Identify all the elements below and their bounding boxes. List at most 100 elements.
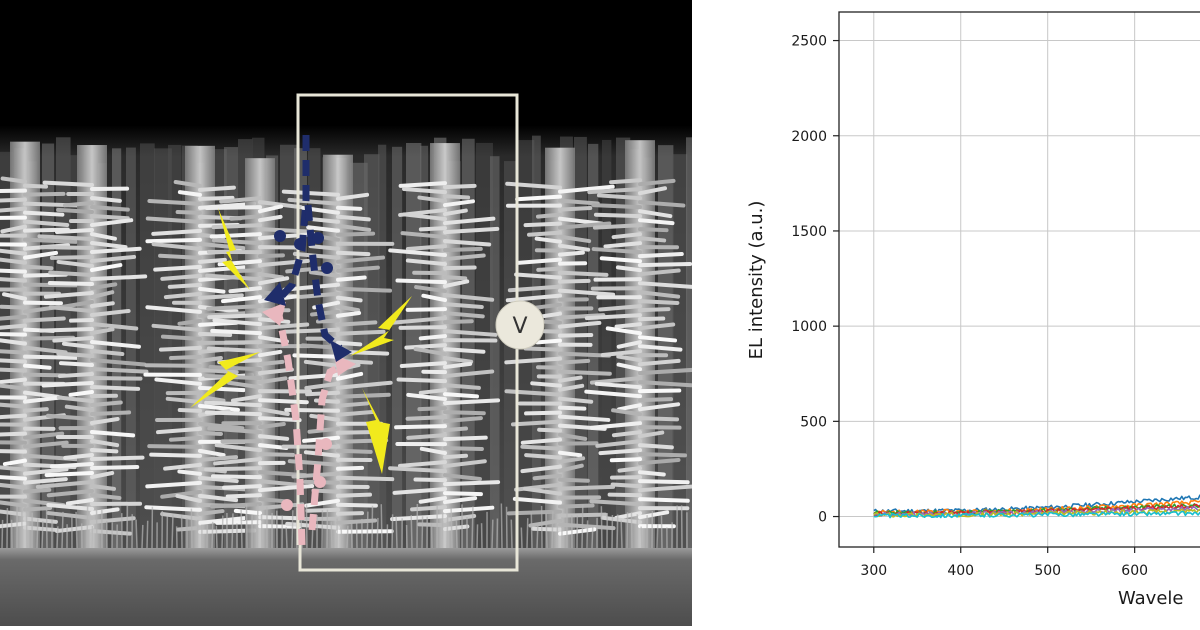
x-axis-title: Wavele [1118,588,1183,609]
nanowire-branch [443,514,477,523]
nanowire-branch [336,448,373,454]
substrate-nanowire [340,527,343,549]
background-pillar [490,156,500,548]
nanowire-branch [90,484,117,491]
nanowire-branch [558,463,584,473]
electron-dot [312,232,324,244]
nanowire-branch [281,189,340,197]
nanowire-branch [68,390,94,397]
nanowire-branch [638,227,669,233]
background-pillar [392,146,403,549]
nanowire-branch [90,367,149,374]
nanowire-branch [558,320,602,329]
nanowire-branch [221,295,262,304]
nanowire-branch [177,318,202,326]
nanowire-branch [638,344,683,352]
nanowire-branch [258,407,290,417]
background-pillar [378,144,387,548]
substrate-nanowire [526,518,529,549]
nanowire-branch [443,426,469,433]
nanowire-branch [638,443,674,450]
nanowire-branch [520,444,562,451]
nanowire-branch [558,375,583,383]
x-axis-ticks: 300 400 500 600 [860,547,1148,579]
nanowire-branch [153,264,202,272]
nanowire-branch [198,509,225,516]
substrate-nanowire [656,524,659,549]
nanowire-branch [59,300,94,310]
hole-arrowhead-left [262,302,286,326]
nanowire-branch [23,505,53,512]
substrate-nanowire [660,515,663,549]
nanowire-branch [177,408,202,413]
nanowire-branch [23,395,63,404]
nanowire-branch [309,413,340,422]
nanowire-branch [156,426,202,435]
nanowire-branch [611,232,642,240]
nanowire-branch [0,197,27,203]
electron-path [264,135,352,362]
background-pillar [168,144,182,548]
nanowire-branch [198,455,239,462]
nanowire-branch [175,493,202,503]
nanowire-branch [0,475,27,481]
substrate-nanowire [500,503,503,549]
y-tick-label: 1000 [791,319,827,335]
nanowire-branch [336,465,365,471]
nanowire-branch [204,466,262,472]
nanowire-branch [23,487,52,494]
nanowire-branch [526,230,562,237]
nanowire-branch [204,410,262,417]
substrate-nanowire [536,523,539,549]
nanowire-branch [638,251,684,259]
substrate-nanowire [366,511,369,549]
hole-dot [320,438,332,450]
substrate-nanowire [510,519,513,549]
nanowire-branch [443,505,495,514]
nanowire-branch [23,431,65,440]
nanowire-branch [419,446,447,456]
nanowire-branch [607,492,642,498]
nanowire-branch [0,367,27,373]
nanowire-branch [177,469,202,476]
nanowire-branch [638,316,666,322]
nanowire-branch [258,227,313,234]
nanowire-branch [177,190,202,197]
nanowire-branch [638,299,680,305]
nanowire-branch [23,372,67,378]
el-intensity-chart: 0 500 1000 1500 2000 2500 300 400 500 600 EL int… [692,0,1200,630]
nanowire-branch [90,385,141,391]
nanowire-branch [336,231,376,237]
nanowire-branch [258,421,286,430]
nanowire-branch [418,496,447,504]
nanowire-branch [90,232,117,241]
nanowire-branch [418,334,447,341]
nanowire-branch [90,214,130,221]
nanowire-branch [198,293,244,300]
nanowire-branch [558,477,590,483]
substrate-nanowire [441,513,444,549]
nanowire-branch [151,228,202,236]
nanowire-branch [443,410,486,416]
substrate-nanowire [376,517,379,549]
nanowire-branch [402,212,447,222]
substrate-nanowire [196,519,199,549]
substrate-nanowire [56,526,59,549]
nanowire-branch [173,180,202,188]
background-pillar [588,143,599,548]
nanowire-branch [307,426,340,434]
nanowire-branch [90,254,137,264]
nanowire-branch [228,286,262,294]
nanowire-branch [209,232,262,239]
nanowire-branch [443,435,488,442]
nanowire-branch [443,383,481,390]
nanowire-branch [336,286,393,293]
nanowire-branch [524,453,562,460]
nanowire-branch [390,514,447,522]
nanowire-branch [23,227,70,233]
nanowire-branch [523,346,562,352]
nanowire-branch [198,421,245,431]
nanowire-branch [168,435,202,442]
nanowire-branch [258,359,285,367]
substrate-nanowires [1,503,688,549]
